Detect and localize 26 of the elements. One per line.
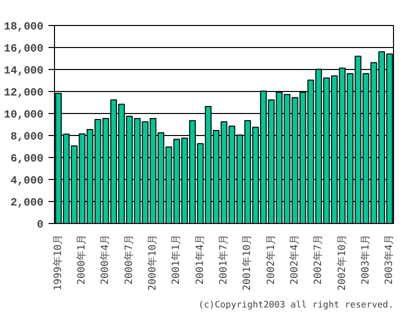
x-tick-label: 2002年10月	[336, 234, 348, 291]
y-tick-label: 6,000	[10, 154, 44, 166]
y-tick-label: 12,000	[4, 88, 44, 100]
x-tick-label: 2002年7月	[312, 234, 324, 285]
y-tick-label: 10,000	[4, 110, 44, 122]
y-tick-label: 2,000	[10, 198, 44, 210]
x-tick-label: 1999年10月	[52, 234, 64, 291]
y-tick-label: 14,000	[4, 66, 44, 78]
x-tick-label: 2002年1月	[264, 234, 277, 285]
x-tick-label: 2002年4月	[288, 234, 300, 285]
text: (c)Copyright2003 all right reserved.	[198, 300, 394, 310]
y-tick-label: 16,000	[4, 44, 44, 56]
x-tick-label: 2003年4月	[383, 234, 396, 285]
y-tick-label: 4,000	[10, 176, 44, 188]
x-tick-label: 2001年10月	[241, 234, 254, 291]
x-tick-label: 2000年4月	[99, 234, 112, 285]
y-tick-label: 8,000	[10, 132, 44, 144]
y-tick-label: 0	[36, 220, 44, 232]
x-tick-label: 2003年1月	[359, 234, 372, 285]
x-tick-label: 2001年7月	[218, 234, 230, 285]
x-tick-label: 2001年4月	[194, 234, 206, 285]
x-tick-label: 2001年1月	[170, 234, 182, 285]
x-tick-label: 2000年10月	[146, 234, 159, 291]
x-tick-label: 2000年7月	[122, 234, 135, 285]
x-tick-label: 2000年1月	[76, 234, 88, 285]
y-tick-label: 18,000	[4, 22, 44, 34]
